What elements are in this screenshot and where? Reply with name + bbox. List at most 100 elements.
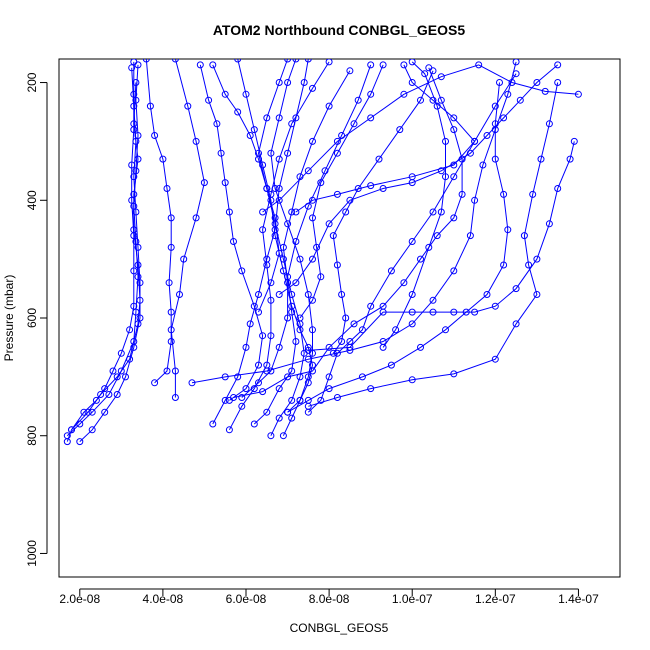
x-tick-label: 1.4e-07 bbox=[558, 592, 599, 606]
data-point bbox=[188, 379, 196, 387]
profile-series bbox=[379, 59, 449, 351]
data-point bbox=[113, 391, 121, 398]
data-point bbox=[417, 255, 424, 263]
data-point bbox=[500, 114, 508, 122]
data-point bbox=[554, 185, 562, 192]
data-point bbox=[296, 326, 304, 334]
data-point bbox=[450, 114, 458, 122]
y-tick-label: 600 bbox=[25, 308, 39, 328]
data-point bbox=[408, 291, 416, 298]
data-point bbox=[317, 179, 325, 187]
series-line bbox=[66, 64, 139, 437]
plot-frame bbox=[58, 58, 621, 578]
data-point bbox=[325, 385, 333, 393]
series-line bbox=[71, 82, 141, 431]
y-tick-label: 400 bbox=[25, 190, 39, 210]
data-point bbox=[225, 426, 233, 434]
data-point bbox=[263, 114, 271, 122]
data-point bbox=[325, 220, 333, 228]
data-point bbox=[180, 255, 188, 263]
data-point bbox=[238, 394, 246, 401]
data-point bbox=[279, 267, 287, 275]
series-line bbox=[191, 61, 517, 384]
data-point bbox=[350, 120, 358, 128]
data-point bbox=[392, 326, 400, 334]
series-line bbox=[257, 59, 305, 436]
data-point bbox=[167, 243, 175, 251]
x-tick-label: 8.0e-08 bbox=[309, 592, 350, 606]
data-point bbox=[408, 376, 416, 384]
data-point bbox=[479, 161, 487, 169]
data-point bbox=[128, 64, 136, 72]
data-point bbox=[250, 302, 258, 310]
data-point bbox=[358, 326, 366, 334]
data-point bbox=[151, 132, 159, 139]
data-point bbox=[309, 296, 316, 304]
data-point bbox=[126, 326, 134, 334]
data-point bbox=[288, 414, 296, 422]
data-point bbox=[309, 255, 316, 263]
data-point bbox=[196, 61, 204, 69]
data-point bbox=[379, 61, 387, 69]
data-point bbox=[450, 126, 458, 134]
data-point bbox=[450, 370, 458, 378]
data-point bbox=[132, 79, 140, 86]
data-point bbox=[296, 314, 304, 322]
data-point bbox=[500, 261, 508, 269]
data-point bbox=[200, 179, 208, 187]
data-point bbox=[205, 96, 213, 104]
data-point bbox=[367, 182, 375, 190]
series-line bbox=[270, 59, 313, 436]
data-point bbox=[288, 302, 296, 310]
data-point bbox=[255, 361, 262, 369]
data-point bbox=[541, 87, 549, 95]
series-line bbox=[308, 82, 559, 407]
data-point bbox=[250, 420, 258, 428]
profile-series bbox=[304, 79, 562, 410]
data-point bbox=[163, 185, 171, 192]
data-point bbox=[259, 208, 267, 216]
data-point bbox=[304, 59, 312, 63]
data-point bbox=[387, 361, 395, 369]
data-point bbox=[255, 291, 262, 298]
data-point bbox=[292, 59, 300, 63]
data-point bbox=[130, 267, 138, 275]
data-point bbox=[309, 326, 316, 334]
data-point bbox=[304, 167, 312, 175]
data-point bbox=[537, 155, 545, 163]
data-point bbox=[491, 302, 499, 310]
data-point bbox=[279, 432, 287, 440]
data-point bbox=[288, 120, 296, 128]
data-point bbox=[429, 308, 437, 316]
data-point bbox=[433, 232, 441, 240]
series-line bbox=[382, 61, 446, 348]
data-point bbox=[292, 238, 300, 245]
data-point bbox=[136, 279, 144, 287]
data-point bbox=[165, 279, 173, 287]
data-point bbox=[346, 343, 354, 351]
data-point bbox=[437, 96, 445, 104]
data-point bbox=[400, 90, 408, 98]
data-point bbox=[136, 314, 144, 322]
x-tick-label: 1.0e-07 bbox=[392, 592, 433, 606]
data-point bbox=[117, 367, 125, 375]
data-point bbox=[342, 208, 350, 216]
series-line bbox=[278, 64, 559, 295]
data-point bbox=[367, 61, 375, 69]
data-point bbox=[288, 396, 296, 404]
data-point bbox=[134, 61, 142, 69]
chart-title: ATOM2 Northbound CONBGL_GEOS5 bbox=[213, 22, 465, 38]
data-point bbox=[329, 349, 337, 357]
data-point bbox=[113, 373, 121, 381]
data-point bbox=[225, 208, 233, 216]
data-point bbox=[213, 120, 221, 128]
data-point bbox=[130, 226, 138, 234]
data-point bbox=[275, 414, 283, 422]
data-point bbox=[267, 149, 275, 157]
data-point bbox=[325, 102, 333, 110]
profile-series bbox=[255, 59, 308, 440]
data-point bbox=[68, 426, 75, 434]
profile-series bbox=[167, 59, 208, 401]
y-tick-label: 1000 bbox=[25, 540, 39, 567]
data-point bbox=[130, 102, 138, 110]
